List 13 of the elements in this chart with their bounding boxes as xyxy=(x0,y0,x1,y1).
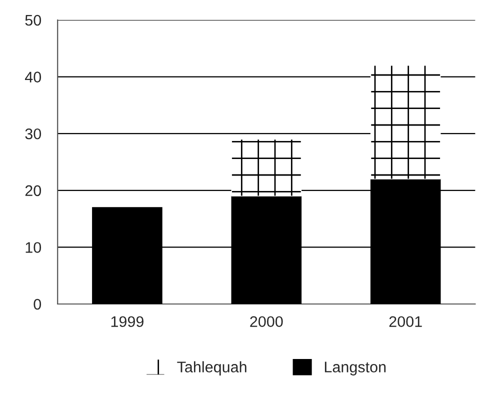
legend-label: Langston xyxy=(324,362,386,376)
y-tick-label: 20 xyxy=(25,185,42,196)
bar xyxy=(231,138,302,196)
legend-label: Tahlequah xyxy=(177,361,246,376)
y-tick-label: 10 xyxy=(26,242,42,253)
y-tick-label: 0 xyxy=(34,298,42,310)
y-tick-label: 50 xyxy=(25,14,42,26)
bar xyxy=(370,65,441,180)
y-tick-label: 30 xyxy=(25,128,42,140)
x-tick-label: 1999 xyxy=(111,316,144,328)
x-tick-label: 2000 xyxy=(250,316,283,328)
x-tick-label: 2001 xyxy=(389,316,422,328)
y-tick-label: 40 xyxy=(24,72,42,82)
